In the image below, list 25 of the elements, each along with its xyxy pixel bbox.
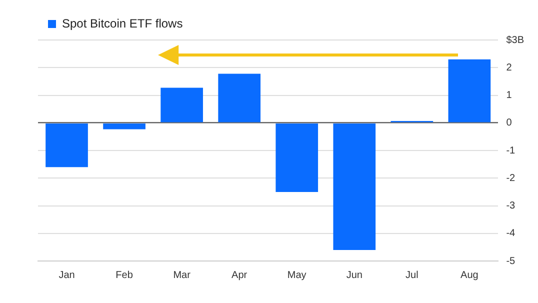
bar (46, 124, 88, 168)
bar (448, 59, 491, 122)
y-tick-label: 1 (506, 90, 512, 101)
y-tick-label: -2 (506, 172, 516, 184)
bar (103, 124, 146, 130)
legend-label: Spot Bitcoin ETF flows (62, 16, 183, 30)
bar (276, 124, 318, 192)
y-tick-label: 0 (506, 118, 512, 129)
x-tick-label: Jun (346, 270, 362, 281)
y-tick-label: -1 (506, 145, 516, 156)
x-tick-label: May (287, 270, 306, 281)
x-tick-label: Feb (116, 270, 134, 281)
y-tick-label: -3 (506, 200, 516, 212)
y-tick-label: -5 (506, 256, 516, 267)
x-tick-label: Apr (232, 270, 248, 281)
bar (333, 124, 376, 250)
y-tick-label: -4 (506, 228, 516, 240)
x-tick-label: Jan (58, 270, 75, 281)
y-tick-label: 2 (506, 62, 512, 74)
bar (218, 74, 261, 122)
x-tick-label: Jul (406, 270, 418, 281)
y-tick-label: $3B (506, 34, 524, 46)
x-tick-label: Aug (460, 270, 478, 281)
x-tick-label: Mar (173, 270, 192, 281)
bar (160, 88, 203, 122)
